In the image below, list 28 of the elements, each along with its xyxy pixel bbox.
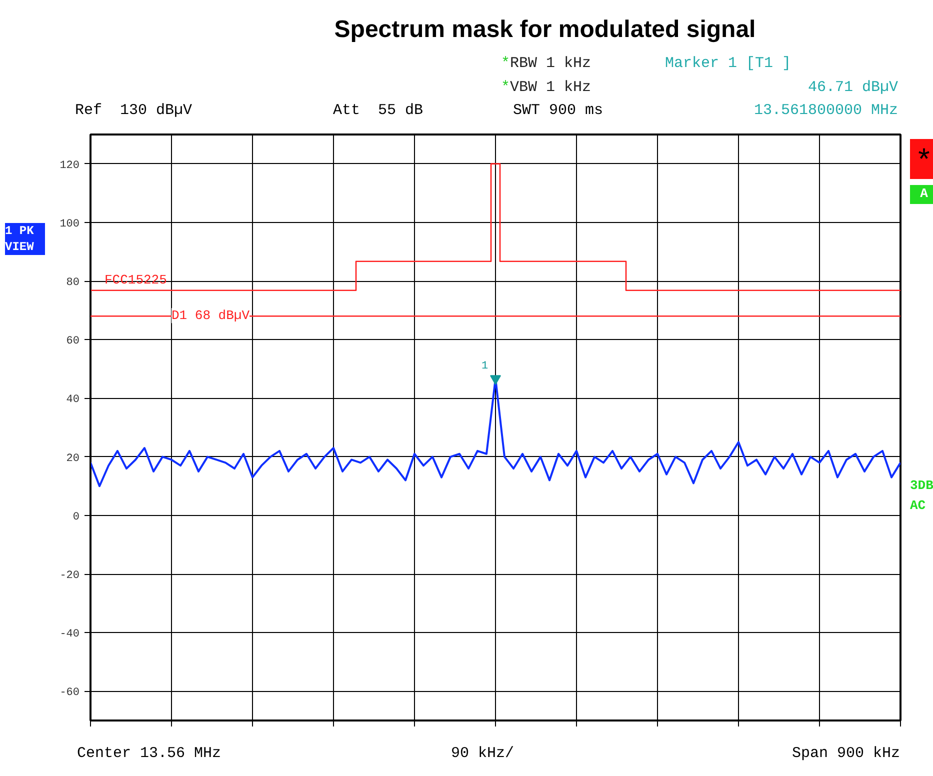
text: SWT 900 ms [513,101,604,121]
y-tick-label: -60 [60,687,80,700]
text: 3DB AC [910,476,933,515]
y-tick-label: 100 [60,218,80,230]
y-tick-label: 0 [72,511,80,524]
y-tick-label: 20 [66,452,80,465]
chart-title: Spectrum mask for modulated signal [333,15,757,45]
text: * [910,139,933,179]
y-tick-label: 40 [66,394,80,406]
text: 13.561800000 MHz [754,101,898,121]
ref-line-label: D1 68 dBµV [172,308,250,324]
y-tick-label: 120 [60,160,80,172]
text: 1 PK VIEW [5,223,45,255]
text: *RBW 1 kHz [501,55,592,72]
text: Center 13.56 MHz [77,744,222,764]
y-tick-label: -40 [60,628,80,641]
y-tick-label: -20 [60,570,80,582]
text: Span 900 kHz [792,744,900,764]
y-tick-label: 60 [66,336,80,348]
y-tick-label: 80 [66,277,80,289]
text: *VBW 1 kHz [501,79,592,96]
text: A [910,185,933,204]
text: Marker 1 [T1 ] [665,54,792,74]
text: Ref 130 dBµV [75,101,192,121]
annotation: 1 [482,360,488,373]
text: Att 55 dB [333,101,424,121]
text: 90 kHz/ [451,744,514,764]
text: 46.71 dBµV [808,78,898,98]
